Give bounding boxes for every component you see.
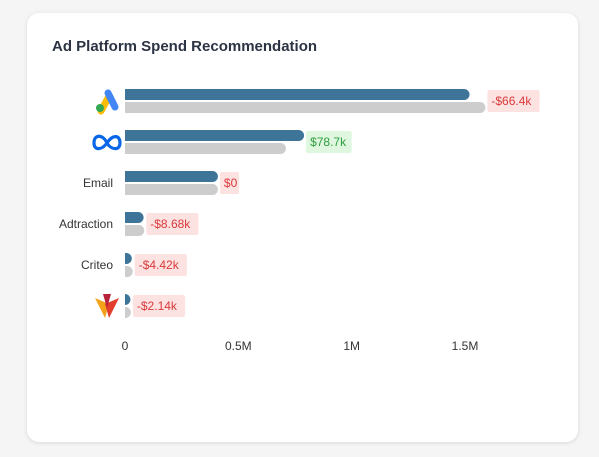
spend-recommendation-card: Ad Platform Spend Recommendation -$66.4k… xyxy=(27,13,578,442)
delta-label-criteo: -$4.42k xyxy=(139,258,180,272)
bar-recommended-criteo xyxy=(125,266,133,277)
bar-current-adtraction xyxy=(125,212,144,223)
spend-bar-chart: -$66.4k $78.7k Email $0 Adtraction -$8.68k Cri… xyxy=(59,89,540,353)
x-tick-label-3: 1.5M xyxy=(452,339,479,353)
bar-recommended-adtraction xyxy=(125,225,145,236)
bar-recommended-google-ads xyxy=(125,102,486,113)
delta-badge-email xyxy=(219,172,240,194)
delta-badge-meta xyxy=(306,131,352,153)
x-tick-label-2: 1M xyxy=(343,339,360,353)
delta-badge-bird xyxy=(132,295,186,317)
delta-label-adtraction: -$8.68k xyxy=(150,217,191,231)
delta-badge-adtraction xyxy=(146,213,199,235)
delta-badge-google-ads xyxy=(487,90,540,112)
bar-current-email xyxy=(125,171,218,182)
google-ads-icon xyxy=(96,89,119,115)
bar-current-criteo xyxy=(125,253,132,264)
bar-recommended-bird xyxy=(125,307,131,318)
bar-recommended-email xyxy=(125,184,218,195)
bar-recommended-meta xyxy=(125,143,286,154)
card-title: Ad Platform Spend Recommendation xyxy=(52,38,318,55)
x-tick-label-1: 0.5M xyxy=(225,339,252,353)
delta-label-bird: -$2.14k xyxy=(137,299,178,313)
delta-label-email: $0 xyxy=(224,176,238,190)
x-tick-label-0: 0 xyxy=(122,339,129,353)
category-label-adtraction: Adtraction xyxy=(59,217,113,231)
category-label-criteo: Criteo xyxy=(81,258,113,272)
bar-current-meta xyxy=(125,130,305,141)
delta-badge-criteo xyxy=(134,254,187,276)
delta-label-meta: $78.7k xyxy=(310,135,347,149)
bird-logo-icon xyxy=(95,294,119,318)
meta-icon xyxy=(92,134,122,151)
bar-current-google-ads xyxy=(125,89,470,100)
category-label-email: Email xyxy=(83,176,113,190)
bar-current-bird xyxy=(125,294,131,305)
delta-label-google-ads: -$66.4k xyxy=(491,94,532,108)
